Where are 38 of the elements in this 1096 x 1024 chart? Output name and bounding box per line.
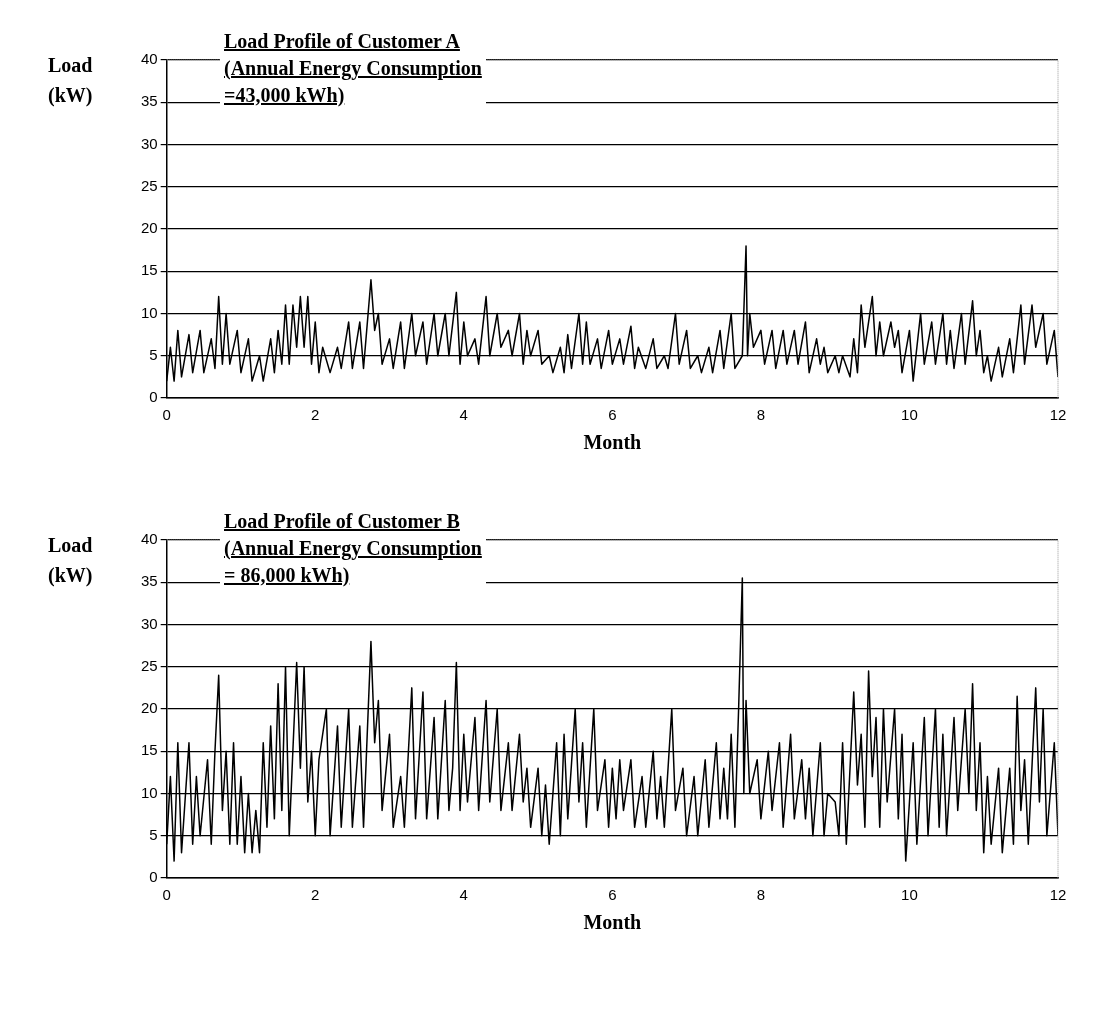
x-tick-label: 8	[756, 406, 766, 424]
x-axis-title: Month	[583, 911, 642, 934]
y-tick-label: 20	[141, 219, 158, 237]
y-tick-label: 25	[141, 656, 158, 674]
x-tick-label: 8	[756, 886, 766, 904]
x-tick-label: 12	[1049, 886, 1067, 904]
x-axis-title: Month	[583, 431, 642, 454]
x-tick-label: 2	[311, 886, 320, 904]
x-tick-label: 10	[901, 886, 918, 904]
y-tick-label: 0	[149, 868, 158, 886]
x-tick-label: 6	[608, 406, 617, 424]
x-tick-label: 4	[459, 886, 468, 904]
y-axis-title: Load (kW)	[48, 533, 93, 589]
x-tick-label: 0	[162, 886, 171, 904]
y-axis-title: Load (kW)	[48, 53, 93, 109]
chart-title: Load Profile of Customer B (Annual Energy Consumption = 86,000 kWh)	[220, 508, 486, 589]
x-tick-label: 0	[162, 406, 171, 424]
y-tick-label: 10	[141, 303, 158, 321]
chart-title: Load Profile of Customer A (Annual Energy Consumption =43,000 kWh)	[220, 28, 486, 109]
x-tick-label: 12	[1049, 406, 1067, 424]
x-tick-label: 2	[311, 406, 320, 424]
x-tick-label: 4	[459, 406, 468, 424]
y-tick-label: 5	[149, 825, 158, 843]
y-tick-label: 0	[149, 388, 158, 406]
x-tick-label: 10	[901, 406, 918, 424]
y-tick-label: 35	[141, 572, 158, 590]
y-tick-label: 35	[141, 92, 158, 110]
y-tick-label: 10	[141, 783, 158, 801]
y-tick-label: 40	[141, 50, 158, 68]
y-tick-label: 20	[141, 699, 158, 717]
y-tick-label: 40	[141, 530, 158, 548]
y-tick-label: 15	[141, 741, 158, 759]
y-tick-label: 5	[149, 345, 158, 363]
y-tick-label: 15	[141, 261, 158, 279]
x-tick-label: 6	[608, 886, 617, 904]
y-tick-label: 30	[141, 614, 158, 632]
y-tick-label: 25	[141, 176, 158, 194]
y-tick-label: 30	[141, 134, 158, 152]
